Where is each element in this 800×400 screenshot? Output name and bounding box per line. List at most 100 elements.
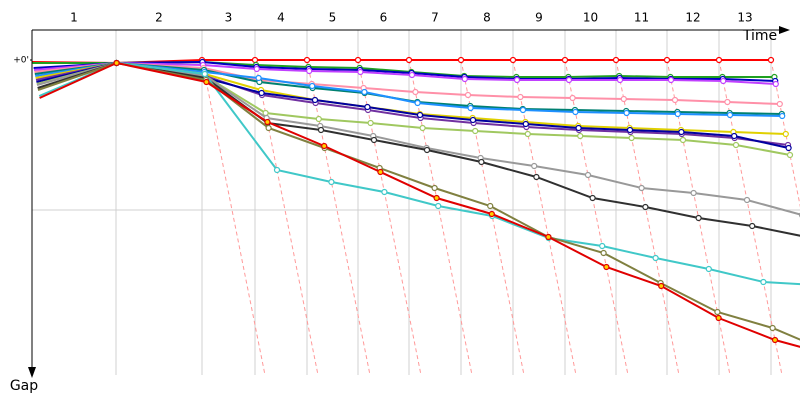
point (467, 104, 474, 112)
series-line (38, 61, 800, 286)
point (457, 56, 465, 64)
point (715, 56, 723, 64)
point (785, 144, 792, 152)
point (623, 109, 630, 117)
series-lines (32, 56, 800, 348)
point (569, 94, 576, 102)
point (464, 91, 472, 99)
point (760, 278, 767, 286)
point (488, 210, 495, 218)
grid: +0'1 2 3 4 5 6 7 8 9 10 11 12 13 (13, 11, 800, 375)
point (731, 132, 738, 140)
lap-connector (615, 59, 680, 376)
point (724, 98, 731, 106)
point (531, 162, 538, 170)
point (577, 132, 584, 140)
point (416, 111, 424, 119)
x-tick-label: 9 (535, 11, 543, 25)
point (674, 110, 681, 118)
y-arrow (28, 367, 36, 378)
point (603, 263, 610, 271)
point (461, 75, 468, 83)
point (771, 336, 779, 344)
point (658, 282, 665, 290)
point (370, 136, 378, 144)
x-tick-label: 8 (483, 11, 491, 25)
series-line (36, 61, 789, 149)
y-tick-label: +0' (13, 56, 29, 66)
point (435, 202, 442, 210)
point (469, 116, 477, 124)
point (354, 56, 362, 64)
point (309, 82, 316, 90)
point (408, 71, 416, 79)
point (749, 222, 756, 230)
point (565, 76, 573, 84)
point (377, 168, 384, 176)
point (517, 93, 524, 101)
point (113, 59, 120, 67)
point (714, 308, 721, 316)
point (642, 203, 649, 211)
series-line (34, 61, 782, 115)
x-tick-label: 7 (431, 11, 439, 25)
point (779, 112, 786, 120)
point (433, 194, 440, 202)
point (478, 158, 485, 166)
point (522, 120, 529, 128)
point (628, 134, 635, 142)
x-tick-label: 2 (155, 11, 163, 25)
point (414, 99, 421, 107)
point (652, 254, 659, 262)
point (357, 68, 364, 76)
x-tick-label: 12 (685, 11, 700, 25)
point (381, 188, 388, 196)
point (715, 314, 722, 322)
point (616, 76, 624, 84)
x-axis-label: Time (742, 28, 777, 44)
point (620, 95, 627, 103)
series-line (33, 61, 776, 85)
point (253, 65, 260, 73)
point (690, 189, 697, 197)
point (364, 103, 371, 111)
point (265, 124, 272, 132)
lap-connector (306, 59, 371, 376)
point (524, 130, 531, 138)
point (612, 56, 620, 64)
point (743, 196, 751, 204)
point (255, 74, 262, 82)
point (303, 56, 311, 64)
point (678, 128, 685, 136)
point (262, 109, 269, 117)
point (786, 151, 794, 159)
point (638, 184, 645, 192)
point (419, 124, 426, 132)
point (726, 111, 734, 119)
point (317, 126, 325, 134)
point (767, 56, 775, 64)
y-axis-label: Gap (10, 378, 38, 394)
point (663, 56, 671, 64)
point (772, 80, 779, 88)
point (705, 265, 712, 273)
point (264, 118, 271, 126)
point (487, 202, 494, 210)
point (203, 78, 210, 86)
point (367, 119, 374, 127)
point (769, 324, 776, 332)
point (667, 76, 675, 84)
point (361, 88, 368, 96)
point (782, 130, 789, 138)
x-tick-label: 13 (737, 11, 752, 25)
series-line (36, 61, 800, 216)
point (405, 56, 413, 64)
point (273, 166, 281, 174)
series-line (37, 61, 800, 341)
x-tick-label: 6 (380, 11, 388, 25)
x-tick-label: 1 (70, 11, 78, 25)
point (412, 88, 419, 96)
point (695, 214, 702, 222)
point (572, 108, 579, 116)
